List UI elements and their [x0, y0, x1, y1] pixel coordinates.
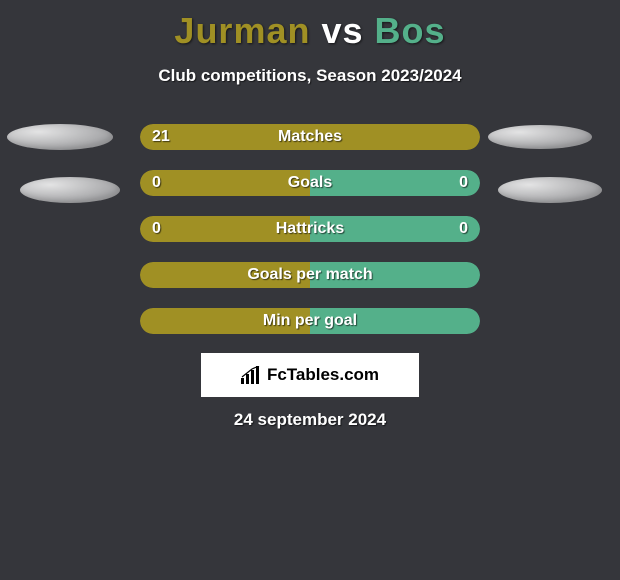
- deco-ellipse: [7, 124, 113, 150]
- stat-label: Matches: [140, 124, 480, 150]
- title-vs: vs: [321, 10, 363, 51]
- logo-box: FcTables.com: [201, 353, 419, 397]
- deco-ellipse: [488, 125, 592, 149]
- stat-value-right: 0: [459, 170, 468, 196]
- date-label: 24 september 2024: [0, 410, 620, 430]
- stat-row: Min per goal: [0, 308, 620, 336]
- stat-value-left: 0: [152, 216, 161, 242]
- logo: FcTables.com: [241, 365, 379, 385]
- logo-text: FcTables.com: [267, 365, 379, 385]
- stat-row: Hattricks0 0: [0, 216, 620, 244]
- stat-value-left: 0: [152, 170, 161, 196]
- stat-value-left: 21: [152, 124, 170, 150]
- stat-label: Goals: [140, 170, 480, 196]
- page-title: Jurman vs Bos: [0, 0, 620, 52]
- stat-rows: Matches21Goals00Hattricks00Goals per mat…: [0, 124, 620, 336]
- stat-row: Goals per match: [0, 262, 620, 290]
- stat-value-right: 0: [459, 216, 468, 242]
- title-player2: Bos: [375, 10, 446, 51]
- deco-ellipse: [498, 177, 602, 203]
- title-player1: Jurman: [174, 10, 310, 51]
- stat-label: Goals per match: [140, 262, 480, 288]
- stat-label: Hattricks: [140, 216, 480, 242]
- stat-label: Min per goal: [140, 308, 480, 334]
- deco-ellipse: [20, 177, 120, 203]
- subtitle: Club competitions, Season 2023/2024: [0, 66, 620, 86]
- chart-icon: [241, 366, 263, 384]
